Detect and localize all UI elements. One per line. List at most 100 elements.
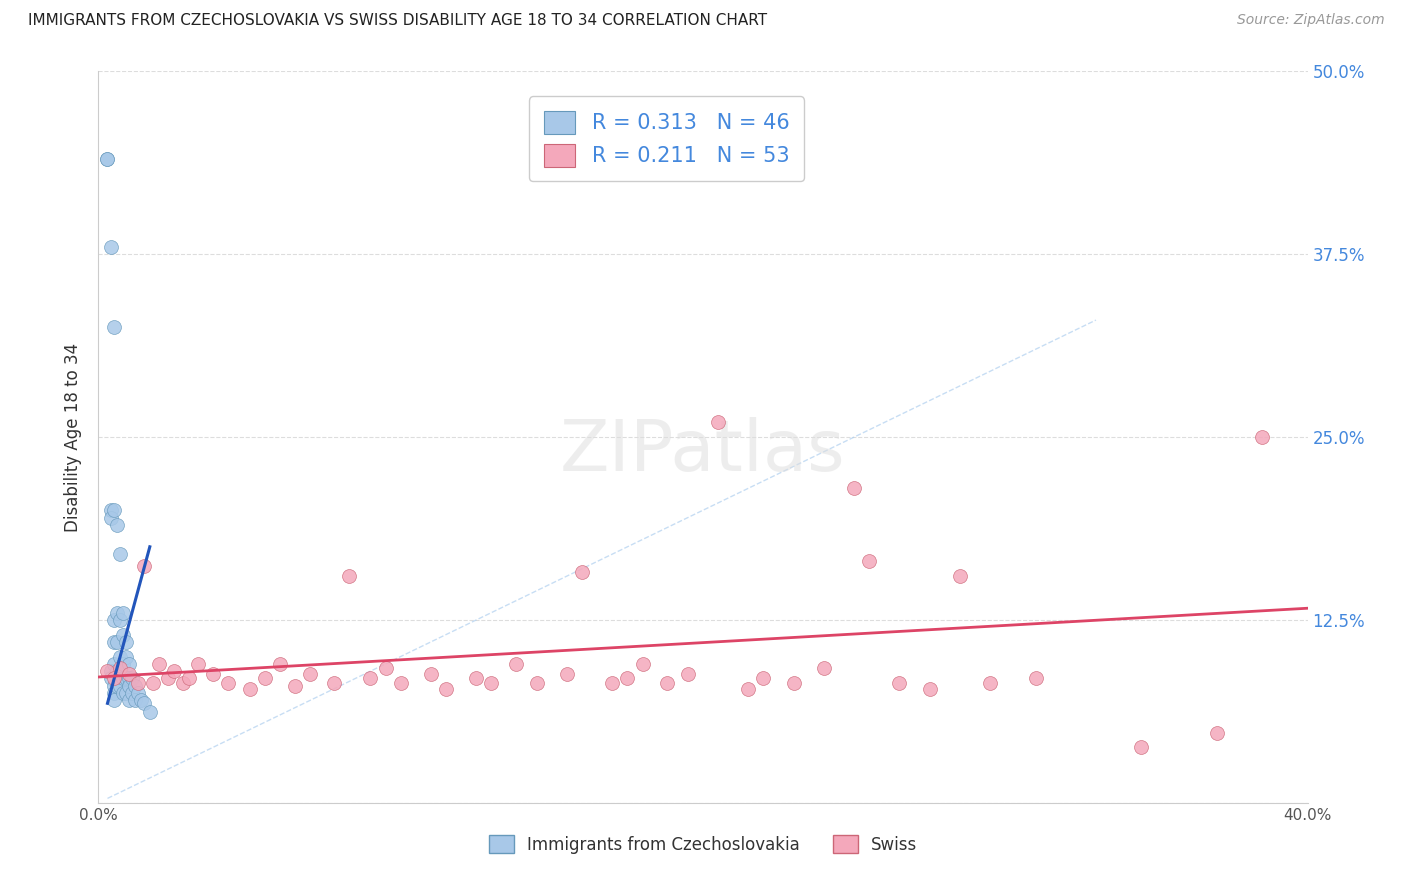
Point — [132, 558, 155, 573]
Point — [707, 416, 730, 430]
Point — [156, 672, 179, 686]
Point — [111, 672, 134, 686]
Point — [752, 672, 775, 686]
Point — [103, 320, 125, 334]
Point — [783, 676, 806, 690]
Point — [105, 606, 128, 620]
Point — [299, 667, 322, 681]
Point — [602, 676, 624, 690]
Text: IMMIGRANTS FROM CZECHOSLOVAKIA VS SWISS DISABILITY AGE 18 TO 34 CORRELATION CHAR: IMMIGRANTS FROM CZECHOSLOVAKIA VS SWISS … — [28, 13, 768, 29]
Point — [103, 679, 125, 693]
Point — [434, 681, 457, 696]
Point — [269, 657, 291, 671]
Point — [100, 672, 122, 686]
Point — [187, 657, 209, 671]
Point — [105, 517, 128, 532]
Point — [172, 676, 194, 690]
Point — [100, 664, 122, 678]
Point — [374, 661, 396, 675]
Point — [96, 152, 118, 166]
Point — [118, 657, 141, 671]
Point — [114, 686, 136, 700]
Point — [737, 681, 759, 696]
Point — [481, 676, 503, 690]
Point — [105, 635, 128, 649]
Point — [100, 503, 122, 517]
Point — [1024, 672, 1046, 686]
Point — [132, 696, 155, 710]
Point — [114, 672, 136, 686]
Point — [526, 676, 548, 690]
Point — [114, 635, 136, 649]
Point — [108, 547, 131, 561]
Point — [1251, 430, 1274, 444]
Point — [555, 667, 578, 681]
Point — [217, 676, 239, 690]
Point — [103, 672, 125, 686]
Point — [1206, 725, 1229, 739]
Text: Source: ZipAtlas.com: Source: ZipAtlas.com — [1237, 13, 1385, 28]
Point — [142, 676, 165, 690]
Point — [103, 686, 125, 700]
Point — [571, 565, 593, 579]
Point — [96, 664, 118, 678]
Point — [505, 657, 527, 671]
Y-axis label: Disability Age 18 to 34: Disability Age 18 to 34 — [65, 343, 83, 532]
Point — [121, 672, 143, 686]
Point — [844, 481, 866, 495]
Point — [108, 661, 131, 675]
Point — [284, 679, 307, 693]
Point — [389, 676, 412, 690]
Point — [129, 693, 152, 707]
Point — [103, 613, 125, 627]
Point — [139, 705, 162, 719]
Point — [631, 657, 654, 671]
Point — [100, 240, 122, 254]
Point — [918, 681, 941, 696]
Point — [813, 661, 835, 675]
Point — [105, 664, 128, 678]
Point — [124, 679, 146, 693]
Legend: Immigrants from Czechoslovakia, Swiss: Immigrants from Czechoslovakia, Swiss — [482, 829, 924, 860]
Point — [179, 672, 201, 686]
Point — [105, 679, 128, 693]
Point — [103, 693, 125, 707]
Point — [108, 664, 131, 678]
Point — [979, 676, 1001, 690]
Point — [253, 672, 276, 686]
Point — [96, 152, 118, 166]
Point — [127, 676, 149, 690]
Point — [889, 676, 911, 690]
Point — [103, 503, 125, 517]
Point — [465, 672, 488, 686]
Point — [1130, 740, 1153, 755]
Point — [111, 686, 134, 700]
Point — [111, 657, 134, 671]
Point — [108, 613, 131, 627]
Point — [858, 554, 880, 568]
Point — [163, 664, 186, 678]
Point — [323, 676, 346, 690]
Point — [676, 667, 699, 681]
Point — [108, 679, 131, 693]
Point — [118, 679, 141, 693]
Point — [420, 667, 443, 681]
Point — [616, 672, 638, 686]
Point — [360, 672, 382, 686]
Text: ZIPatlas: ZIPatlas — [560, 417, 846, 486]
Point — [103, 657, 125, 671]
Point — [108, 649, 131, 664]
Point — [949, 569, 972, 583]
Point — [100, 510, 122, 524]
Point — [127, 686, 149, 700]
Point — [148, 657, 170, 671]
Point — [118, 693, 141, 707]
Point — [118, 667, 141, 681]
Point — [118, 672, 141, 686]
Point — [655, 676, 678, 690]
Point — [124, 693, 146, 707]
Point — [121, 686, 143, 700]
Point — [103, 635, 125, 649]
Point — [202, 667, 225, 681]
Point — [111, 627, 134, 641]
